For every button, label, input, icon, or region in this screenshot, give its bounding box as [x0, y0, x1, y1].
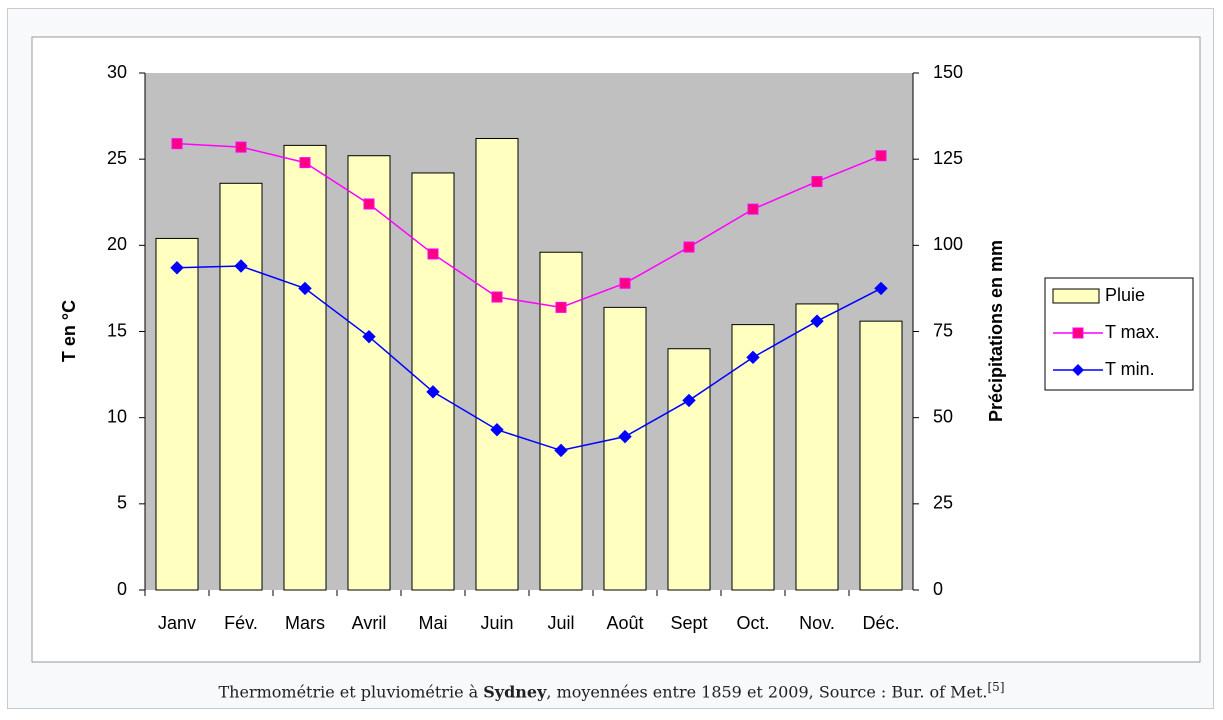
point [362, 329, 376, 344]
legend-label: Pluie [1105, 285, 1145, 305]
point [683, 241, 695, 253]
point [619, 277, 631, 289]
x-tick-label: Juil [547, 613, 574, 633]
bar [155, 237, 199, 591]
point [171, 138, 183, 150]
y-tick-label: 0 [117, 579, 127, 599]
x-tick-label: Déc. [862, 613, 899, 633]
y-tick-label: 30 [107, 62, 127, 82]
x-tick-label: Août [606, 613, 643, 633]
point [490, 423, 504, 437]
point [874, 281, 888, 296]
point [298, 281, 312, 296]
bar [475, 137, 519, 591]
point [426, 385, 440, 399]
bar [283, 144, 327, 591]
point [491, 291, 503, 303]
line [176, 265, 882, 452]
point [747, 203, 759, 215]
point [234, 259, 248, 273]
x-tick-label: Sept [670, 613, 707, 633]
point [810, 314, 824, 328]
legend-swatch [1052, 288, 1100, 304]
y-tick-label: 20 [107, 234, 127, 254]
caption-ref[interactable]: [5] [987, 680, 1005, 694]
point [811, 176, 823, 188]
point [682, 393, 696, 408]
bar [347, 155, 391, 591]
point [235, 141, 247, 153]
y2-tick-label: 150 [933, 62, 963, 82]
plot-area [145, 73, 913, 590]
point [875, 150, 887, 162]
point [427, 248, 439, 260]
bar [219, 182, 263, 591]
point [618, 429, 632, 444]
y2-tick-label: 25 [933, 493, 953, 513]
bar [667, 348, 711, 591]
y2-tick-label: 125 [933, 148, 963, 168]
bar [731, 324, 775, 591]
line [176, 142, 882, 309]
point [299, 157, 311, 169]
y2-axis-title: Précipitations en mm [986, 240, 1006, 422]
caption-text: Thermométrie et pluviométrie à [218, 682, 484, 702]
x-tick-label: Oct. [736, 613, 769, 633]
point [555, 301, 567, 313]
y-tick-label: 15 [107, 320, 127, 340]
x-tick-label: Juin [480, 613, 513, 633]
legend-label: T min. [1105, 359, 1155, 379]
x-tick-label: Janv [158, 613, 196, 633]
point [746, 350, 760, 365]
bar [411, 172, 455, 591]
x-tick-label: Mai [418, 613, 447, 633]
y2-tick-label: 0 [933, 579, 943, 599]
legend-label: T max. [1105, 322, 1160, 342]
caption-bold: Sydney [483, 682, 547, 702]
x-tick-label: Fév. [224, 613, 258, 633]
caption: Thermométrie et pluviométrie à Sydney, m… [0, 680, 1223, 701]
y-tick-label: 5 [117, 493, 127, 513]
point [363, 198, 375, 210]
y2-tick-label: 75 [933, 320, 953, 340]
point [554, 443, 568, 458]
y-tick-label: 10 [107, 406, 127, 426]
y-axis-title: T en °C [59, 300, 79, 362]
y2-tick-label: 50 [933, 406, 953, 426]
x-tick-label: Nov. [799, 613, 835, 633]
x-tick-label: Mars [285, 613, 325, 633]
y2-tick-label: 100 [933, 234, 963, 254]
point [170, 261, 184, 275]
legend-marker [1072, 364, 1084, 376]
bar [603, 306, 647, 591]
legend-marker [1072, 327, 1084, 339]
bar [795, 303, 839, 591]
bar [859, 320, 903, 591]
x-tick-label: Avril [352, 613, 387, 633]
caption-text: , moyennées entre 1859 et 2009, Source :… [546, 682, 988, 702]
y-tick-label: 25 [107, 148, 127, 168]
